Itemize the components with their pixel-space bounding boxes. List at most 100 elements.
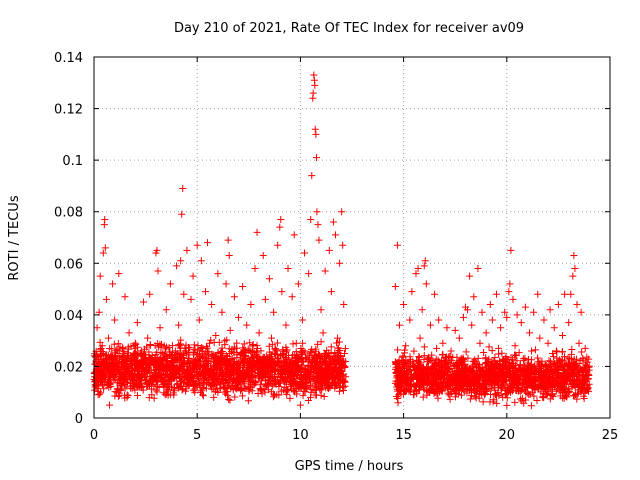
data-point (321, 267, 329, 275)
data-point (125, 373, 133, 381)
data-point (195, 357, 203, 365)
data-point (304, 396, 312, 404)
data-point (111, 392, 119, 400)
data-point (182, 372, 190, 380)
data-point (198, 369, 206, 377)
data-point (335, 338, 343, 346)
data-point (311, 81, 319, 89)
data-point (202, 353, 210, 361)
data-point (194, 342, 202, 350)
data-point (320, 366, 328, 374)
data-point (115, 270, 123, 278)
data-point (443, 324, 451, 332)
data-point (101, 366, 109, 374)
data-point (282, 366, 290, 374)
data-point (311, 364, 319, 372)
data-point (239, 282, 247, 290)
data-point (546, 306, 554, 314)
data-point (111, 349, 119, 357)
data-point (200, 364, 208, 372)
data-point (109, 280, 117, 288)
data-point (554, 301, 562, 309)
data-point (275, 379, 283, 387)
data-point (391, 282, 399, 290)
data-point (341, 382, 349, 390)
data-point (231, 393, 239, 401)
data-point (304, 358, 312, 366)
data-point (451, 326, 459, 334)
data-point (292, 339, 300, 347)
data-point (159, 356, 167, 364)
data-point (286, 394, 294, 402)
data-point (274, 376, 282, 384)
data-point (286, 369, 294, 377)
data-point (315, 236, 323, 244)
data-point (334, 334, 342, 342)
data-point (310, 71, 318, 79)
y-tick-label: 0.08 (54, 206, 83, 221)
data-point (191, 382, 199, 390)
data-point (255, 353, 263, 361)
data-point (313, 391, 321, 399)
data-point (114, 340, 122, 348)
data-point (420, 343, 428, 351)
data-point (147, 373, 155, 381)
data-point (503, 401, 511, 409)
data-point (536, 334, 544, 342)
data-point (119, 373, 127, 381)
data-point (214, 270, 222, 278)
data-point (488, 347, 496, 355)
data-point (151, 360, 159, 368)
data-point (105, 356, 113, 364)
data-point (316, 386, 324, 394)
data-point (146, 290, 154, 298)
data-point (223, 373, 231, 381)
data-point (222, 351, 230, 359)
data-point (130, 370, 138, 378)
data-point (329, 218, 337, 226)
y-tick-label: 0.06 (54, 257, 83, 272)
data-point (323, 346, 331, 354)
data-point (439, 339, 447, 347)
data-point (394, 346, 402, 354)
data-point (120, 351, 128, 359)
data-point (226, 326, 234, 334)
data-point (511, 342, 519, 350)
data-point (125, 329, 133, 337)
data-point (313, 208, 321, 216)
data-point (308, 382, 316, 390)
data-point (509, 295, 517, 303)
data-point (289, 359, 297, 367)
y-tick-label: 0.02 (54, 360, 83, 375)
data-point (100, 385, 108, 393)
data-point (211, 361, 219, 369)
data-point (143, 369, 151, 377)
data-point (222, 280, 230, 288)
data-point (507, 246, 515, 254)
data-point (479, 398, 487, 406)
data-point (459, 313, 467, 321)
data-point (173, 350, 181, 358)
data-point (289, 351, 297, 359)
data-point (116, 343, 124, 351)
data-point (327, 349, 335, 357)
data-point (93, 351, 101, 359)
data-point (258, 377, 266, 385)
data-point (183, 360, 191, 368)
data-point (299, 339, 307, 347)
data-point (141, 345, 149, 353)
data-point (165, 365, 173, 373)
data-point (281, 376, 289, 384)
chart-title: Day 210 of 2021, Rate Of TEC Index for r… (174, 21, 524, 36)
data-point (214, 348, 222, 356)
data-point (317, 338, 325, 346)
data-point (526, 329, 534, 337)
data-point (341, 362, 349, 370)
data-point (177, 377, 185, 385)
data-point (319, 358, 327, 366)
data-point (474, 264, 482, 272)
data-point (240, 340, 248, 348)
data-point (186, 344, 194, 352)
data-point (333, 339, 341, 347)
data-point (434, 394, 442, 402)
